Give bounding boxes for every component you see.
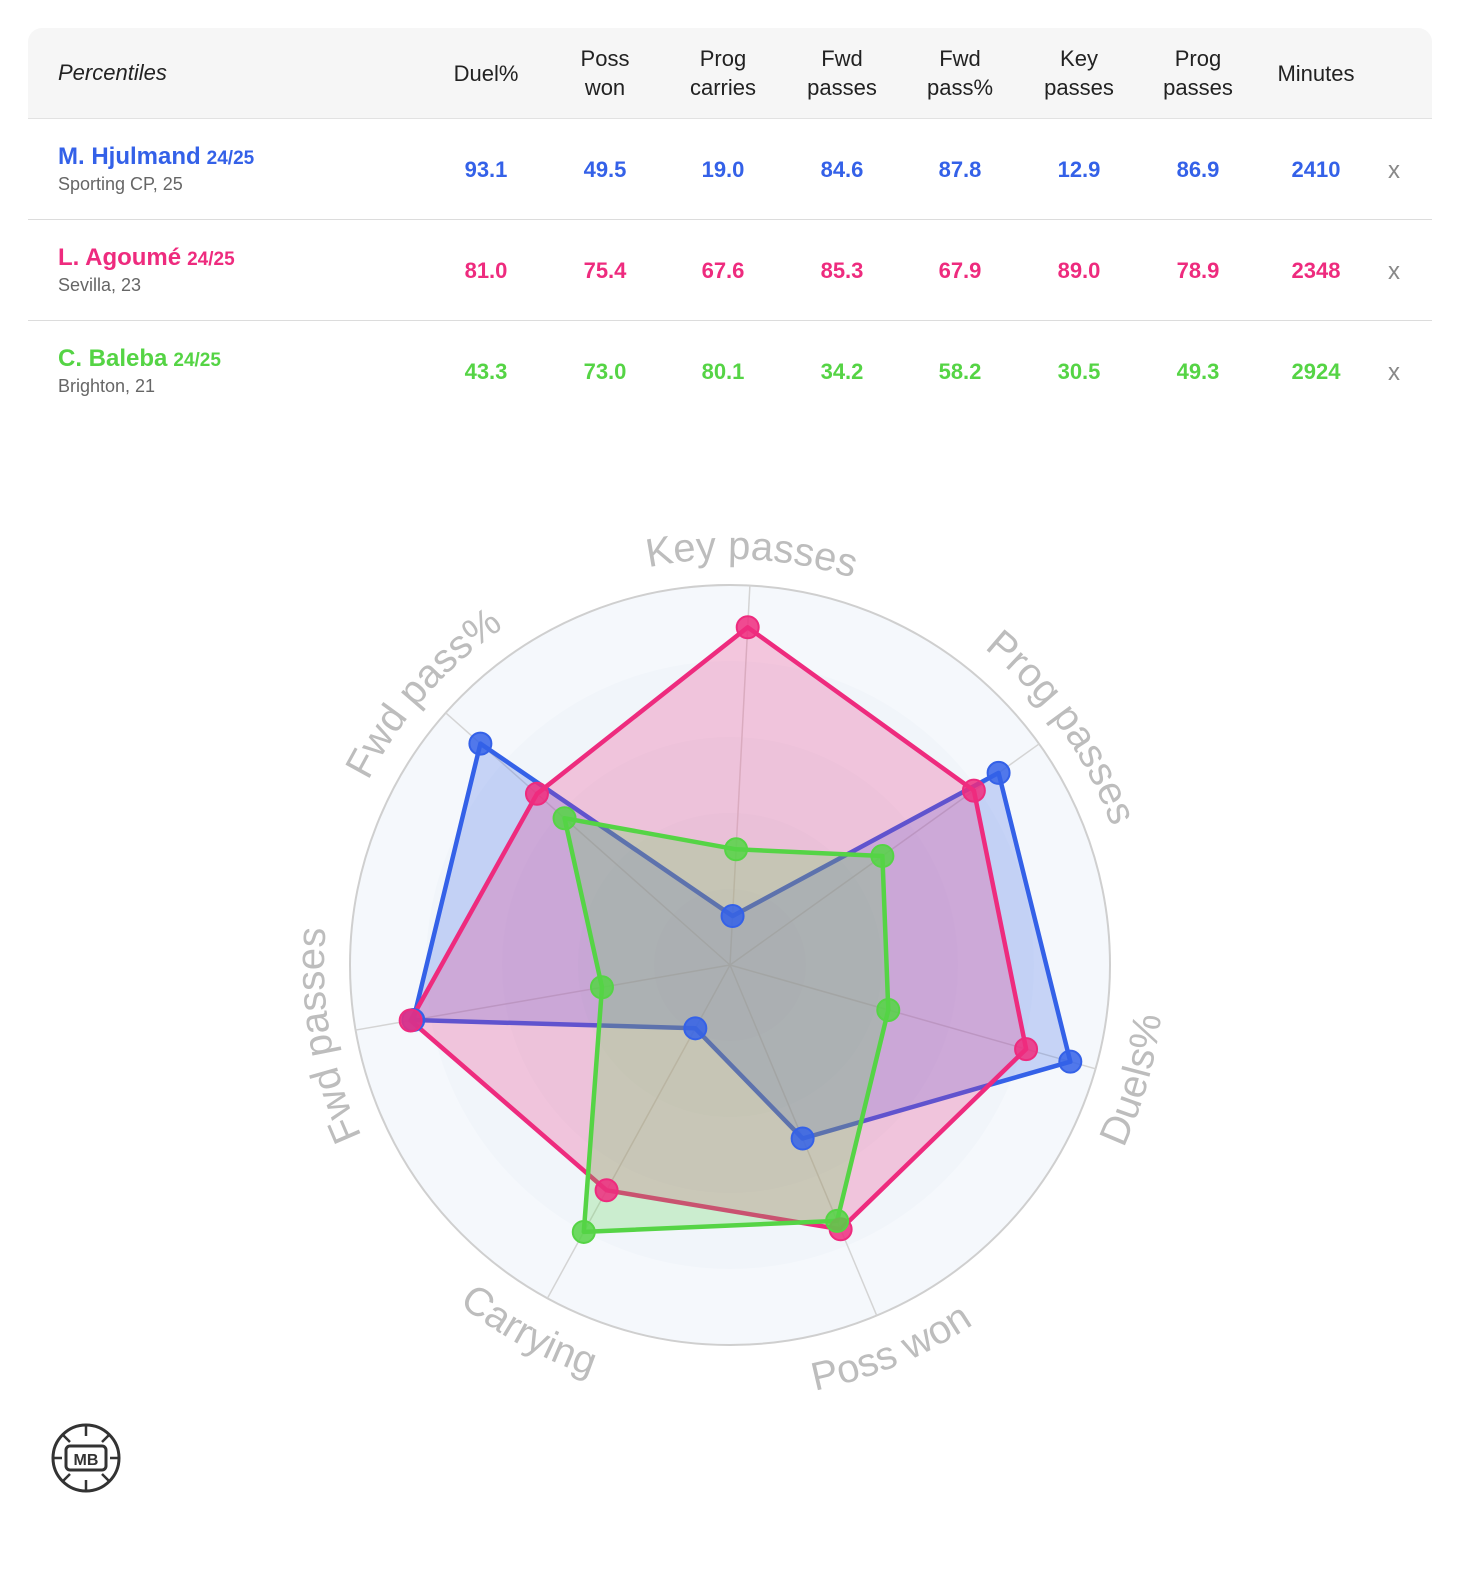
player-name[interactable]: C. Baleba 24/25 — [58, 345, 221, 373]
radar-point — [594, 1178, 619, 1203]
radar-point — [1014, 1037, 1039, 1062]
player-meta: Sevilla, 23 — [58, 275, 142, 295]
player-season: 24/25 — [187, 249, 235, 270]
remove-player-button[interactable]: x — [1388, 157, 1400, 184]
stat-value: 86.9 — [1176, 157, 1220, 182]
player-name[interactable]: L. Agoumé 24/25 — [58, 244, 235, 272]
stat-value: 80.1 — [701, 359, 745, 384]
radar-point — [870, 844, 895, 869]
stat-value: 58.2 — [938, 359, 982, 384]
radar-point — [468, 731, 493, 756]
column-header: Fwd passes — [807, 46, 877, 100]
player-row: M. Hjulmand 24/25 Sporting CP, 25 93.1 49.5 1… — [28, 119, 1432, 220]
radar-point — [720, 904, 745, 929]
radar-point — [683, 1016, 708, 1041]
player-name[interactable]: M. Hjulmand 24/25 — [58, 143, 254, 171]
player-row: L. Agoumé 24/25 Sevilla, 23 81.0 75.4 67.6 85.… — [28, 220, 1432, 321]
radar-spoke — [729, 585, 751, 966]
player-season: 24/25 — [173, 350, 221, 371]
radar-point — [735, 615, 760, 640]
stat-value: 89.0 — [1057, 258, 1101, 283]
logo-text: MB — [74, 1452, 99, 1469]
player-meta: Sporting CP, 25 — [58, 174, 183, 194]
stat-value: 12.9 — [1057, 157, 1101, 182]
column-header: Fwd pass% — [926, 46, 994, 100]
stat-value: 2924 — [1291, 359, 1341, 384]
stat-value: 67.9 — [938, 258, 982, 283]
column-header: Poss won — [580, 46, 630, 100]
percentiles-table: Percentiles Duel% Poss won Prog carries Fwd… — [28, 28, 1432, 421]
radar-point — [398, 1008, 423, 1033]
radar-series-2 — [562, 815, 891, 1235]
column-header: Duel% — [453, 60, 519, 86]
stat-value: 43.3 — [464, 359, 508, 384]
radar-point — [724, 837, 749, 862]
stat-value: 2410 — [1291, 157, 1341, 182]
radar-point — [961, 778, 986, 803]
radar-series-0 — [411, 741, 1073, 1141]
column-header: Key passes — [1044, 46, 1114, 100]
stat-value: 2348 — [1291, 258, 1341, 283]
stat-value: 75.4 — [583, 258, 627, 283]
player-meta: Brighton, 21 — [58, 376, 156, 396]
radar-point — [790, 1126, 815, 1151]
radar-point — [825, 1208, 850, 1233]
stat-value: 84.6 — [820, 157, 864, 182]
player-row: C. Baleba 24/25 Brighton, 21 43.3 73.0 80.1 34… — [28, 321, 1432, 421]
stat-value: 30.5 — [1057, 359, 1101, 384]
radar-point — [589, 975, 614, 1000]
stat-value: 49.3 — [1176, 359, 1220, 384]
radar-point — [571, 1219, 596, 1244]
remove-player-button[interactable]: x — [1388, 258, 1400, 285]
mb-logo: MB — [51, 1423, 121, 1493]
stat-value: 73.0 — [583, 359, 627, 384]
stat-value: 19.0 — [701, 157, 745, 182]
column-header: Prog carries — [689, 46, 756, 100]
stat-value: 85.3 — [820, 258, 864, 283]
radar-point — [986, 760, 1011, 785]
player-season: 24/25 — [206, 148, 255, 169]
stat-value: 67.6 — [701, 258, 745, 283]
radar-point — [552, 806, 577, 831]
stat-value: 34.2 — [820, 359, 864, 384]
player-rows: M. Hjulmand 24/25 Sporting CP, 25 93.1 49.5 1… — [28, 119, 1432, 421]
axis-label-text: Key passes — [642, 524, 862, 587]
radar-point — [524, 781, 549, 806]
player-name-text: L. Agoumé — [58, 244, 182, 271]
stat-value: 81.0 — [464, 258, 508, 283]
radar-point — [876, 997, 901, 1022]
player-name-text: M. Hjulmand — [58, 143, 201, 170]
axis-label: Key passes — [642, 524, 862, 587]
column-header: Prog passes — [1163, 46, 1233, 100]
remove-player-button[interactable]: x — [1388, 359, 1400, 386]
radar-point — [1058, 1049, 1083, 1074]
stat-value: 78.9 — [1176, 258, 1220, 283]
table-header: Percentiles Duel% Poss won Prog carries Fwd… — [28, 28, 1432, 119]
stat-value: 93.1 — [464, 157, 508, 182]
player-name-text: C. Baleba — [58, 345, 168, 372]
column-header: Minutes — [1277, 60, 1355, 86]
table-title: Percentiles — [58, 60, 167, 85]
stat-value: 87.8 — [938, 157, 982, 182]
stat-value: 49.5 — [583, 157, 627, 182]
